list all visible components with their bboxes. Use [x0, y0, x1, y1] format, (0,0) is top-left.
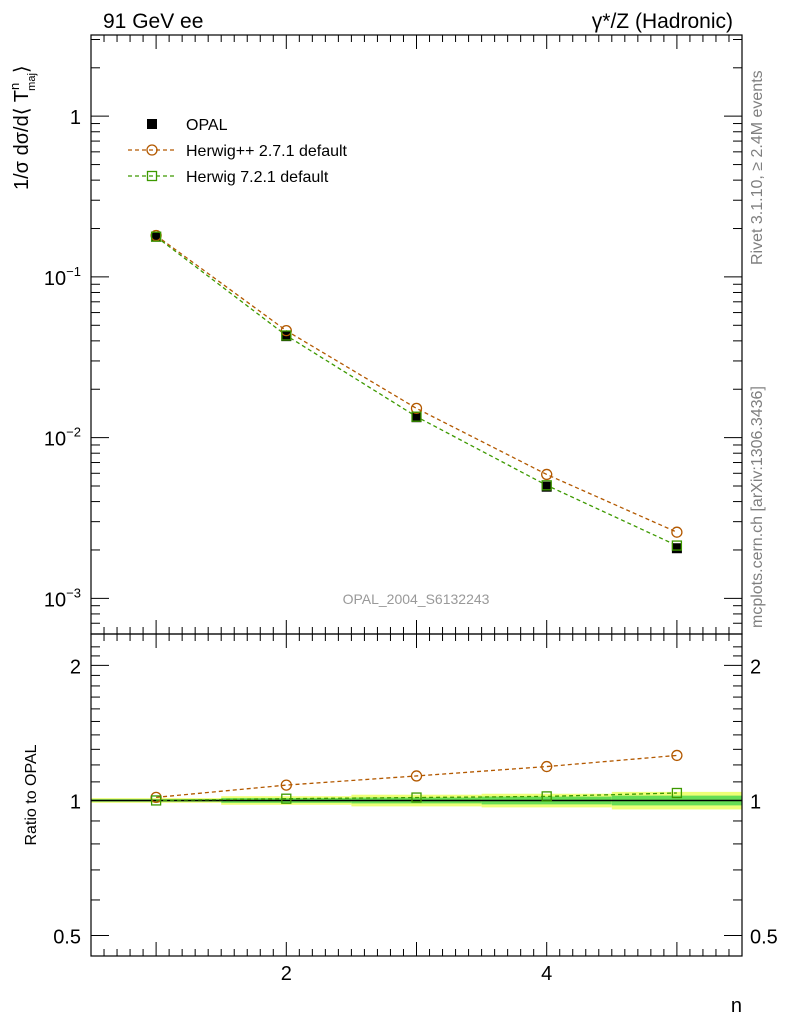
legend-label-herwig-7-2-1-default: Herwig 7.2.1 default [186, 169, 329, 186]
y-tick-base: 10 [44, 429, 66, 451]
mcplots-label: mcplots.cern.ch [arXiv:1306.3436] [749, 386, 766, 628]
point-herwig-2-7-1-default [541, 468, 553, 481]
ratio-point-herwig-2-7-1-default [280, 779, 292, 791]
axis-ticks [91, 35, 742, 956]
ylabel-sub: maj [26, 73, 38, 91]
ratio-point-herwig-2-7-1-default [671, 749, 683, 762]
point-herwig-2-7-1-default [671, 526, 683, 538]
y-tick-label: 10−2 [44, 425, 81, 451]
series-lines [155, 234, 678, 802]
ratio-y-axis-label: Ratio to OPAL [23, 744, 40, 845]
point-opal [541, 481, 552, 492]
ratio-y-tick-label-right: 0.5 [750, 926, 778, 948]
point-opal [411, 412, 422, 423]
ratio-y-tick-label-left: 2 [70, 656, 81, 678]
series-line-herwig-7-2-1-default [155, 236, 678, 547]
legend-label-herwig-2-7-1-default: Herwig++ 2.7.1 default [186, 143, 348, 160]
rivet-label: Rivet 3.1.10, ≥ 2.4M events [749, 70, 766, 265]
point-herwig-7-2-1-default [150, 231, 162, 242]
ratio-line-herwig-7-2-1-default [156, 792, 677, 802]
series-markers [150, 229, 683, 806]
ratio-point-herwig-2-7-1-default [410, 770, 423, 782]
point-herwig-7-2-1-default [541, 480, 552, 491]
header-left: 91 GeV ee [103, 10, 203, 33]
ratio-line-herwig-2-7-1-default [156, 754, 677, 799]
legend-marker-opal [147, 119, 157, 129]
ratio-point-herwig-7-2-1-default [411, 792, 422, 803]
point-herwig-7-2-1-default [671, 540, 683, 551]
y-tick-base: 10 [44, 589, 66, 611]
legend-marker-herwig-7-2-1-default [146, 170, 158, 182]
series-line-herwig-2-7-1-default [155, 234, 678, 533]
y-tick-exp: −2 [66, 425, 81, 440]
header-right: γ*/Z (Hadronic) [592, 10, 733, 33]
legend-label-opal: OPAL [186, 117, 228, 134]
y-tick-label: 10−3 [44, 585, 81, 611]
x-axis-label: n [731, 995, 742, 1017]
point-herwig-2-7-1-default [410, 402, 423, 415]
point-opal [671, 543, 682, 554]
y-tick-base: 1 [70, 107, 81, 129]
y-tick-exp: −1 [66, 264, 81, 279]
ylabel-sup: n [7, 83, 22, 90]
ratio-point-herwig-7-2-1-default [150, 795, 162, 806]
legend-marker-herwig-2-7-1-default [146, 144, 158, 156]
y-tick-base: 10 [44, 268, 66, 290]
x-tick-label: 2 [281, 963, 292, 985]
x-tick-label: 4 [541, 963, 552, 985]
ylabel-main-text: 1/σ dσ/d⟨ T [11, 90, 33, 190]
ratio-y-tick-label-right: 1 [750, 791, 761, 813]
ratio-y-tick-label-right: 2 [750, 656, 761, 678]
ratio-point-herwig-2-7-1-default [541, 760, 553, 773]
point-herwig-7-2-1-default [411, 411, 422, 422]
point-opal [151, 231, 162, 242]
y-tick-exp: −3 [66, 585, 81, 600]
main-y-axis-label: 1/σ dσ/d⟨ Tn maj⟩ [7, 65, 38, 190]
y-tick-label: 10−1 [44, 264, 81, 290]
legend: OPAL Herwig++ 2.7.1 default Herwig 7.2.1 d… [128, 117, 348, 186]
y-tick-label: 1 [70, 107, 81, 129]
uncertainty-band [91, 791, 742, 810]
point-herwig-7-2-1-default [281, 330, 292, 341]
ylabel-close: ⟩ [11, 65, 33, 73]
ratio-y-tick-label-left: 0.5 [53, 926, 81, 948]
ratio-point-herwig-7-2-1-default [281, 793, 292, 804]
ratio-point-herwig-7-2-1-default [541, 791, 552, 802]
analysis-watermark: OPAL_2004_S6132243 [343, 591, 490, 607]
ratio-point-herwig-7-2-1-default [671, 787, 683, 799]
ratio-y-tick-label-left: 1 [70, 791, 81, 813]
